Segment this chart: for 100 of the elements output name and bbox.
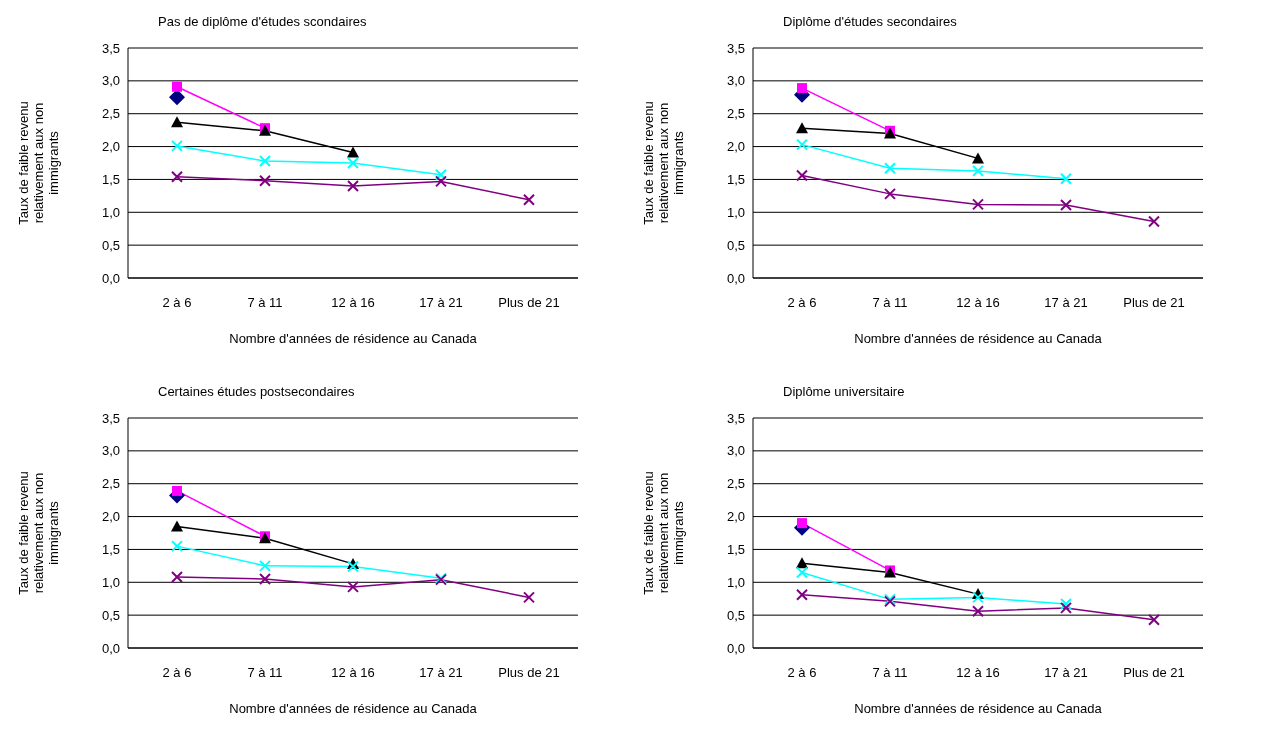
y-tick-label: 0,5	[101, 607, 120, 623]
x-tick-label: 2 à 6	[787, 665, 817, 681]
y-tick-label: 2,0	[101, 509, 120, 525]
point	[169, 89, 185, 106]
y-tick-label: 2,5	[726, 476, 745, 492]
point	[347, 580, 359, 593]
point	[1148, 215, 1160, 228]
point	[259, 573, 271, 585]
chart-title: Certaines études postsecondaires	[158, 384, 355, 399]
x-axis-title: Nombre d'années de résidence au Canada	[229, 331, 478, 346]
y-tick-label: 0,5	[101, 237, 120, 253]
x-tick-label: 17 à 21	[419, 665, 463, 681]
x-tick-label: 7 à 11	[247, 295, 283, 311]
x-axis-title: Nombre d'années de résidence au Canada	[854, 701, 1103, 716]
point	[796, 122, 808, 134]
point	[1060, 601, 1072, 614]
x-tick-label: 7 à 11	[872, 295, 908, 311]
y-tick-label: 1,0	[726, 574, 745, 590]
point	[435, 175, 447, 188]
point	[972, 152, 984, 164]
point	[972, 591, 984, 604]
y-tick-label: 1,0	[101, 204, 120, 220]
x-tick-label: 17 à 21	[1044, 665, 1088, 681]
y-tick-label: 0,0	[101, 640, 120, 656]
y-tick-label: 0,0	[726, 640, 745, 656]
y-tick-label: 3,0	[726, 443, 745, 459]
y-tick-label: 0,5	[726, 607, 745, 623]
y-axis-title: Taux de faible revenu relativement aux non immigrants	[641, 101, 686, 225]
x-tick-label: 17 à 21	[1044, 295, 1088, 311]
point	[796, 138, 808, 151]
x-tick-label: Plus de 21	[498, 665, 560, 681]
point	[797, 83, 807, 94]
point	[259, 174, 271, 187]
point	[1060, 597, 1072, 610]
point	[796, 566, 808, 579]
point	[796, 557, 808, 569]
y-tick-label: 3,0	[726, 73, 745, 89]
y-tick-label: 2,5	[101, 476, 120, 492]
chart-title: Diplôme d'études secondaires	[783, 14, 957, 29]
point	[171, 520, 183, 532]
point	[171, 170, 183, 183]
y-tick-label: 3,5	[101, 40, 120, 56]
y-tick-label: 3,0	[101, 73, 120, 89]
point	[523, 193, 535, 206]
x-tick-label: 7 à 11	[872, 665, 908, 681]
point	[347, 180, 359, 192]
point	[435, 168, 447, 181]
y-tick-label: 2,0	[726, 509, 745, 525]
point	[1148, 613, 1160, 626]
y-axis-title: Taux de faible revenu relativement aux non immigrants	[16, 471, 61, 595]
y-axis-title: Taux de faible revenu relativement aux non immigrants	[16, 101, 61, 225]
point	[972, 605, 984, 618]
point	[172, 485, 182, 496]
point	[884, 162, 896, 175]
y-tick-label: 1,5	[101, 542, 120, 558]
point	[172, 81, 182, 92]
point	[259, 155, 271, 168]
x-axis-title: Nombre d'années de résidence au Canada	[854, 331, 1103, 346]
point	[347, 560, 359, 573]
x-axis-title: Nombre d'années de résidence au Canada	[229, 701, 478, 716]
x-tick-label: Plus de 21	[1123, 295, 1185, 311]
point	[171, 139, 183, 152]
x-tick-label: 2 à 6	[162, 665, 192, 681]
x-tick-label: 2 à 6	[787, 295, 817, 311]
point	[972, 198, 984, 211]
y-tick-label: 1,5	[726, 542, 745, 558]
point	[796, 169, 808, 182]
y-tick-label: 0,0	[726, 270, 745, 286]
point	[171, 571, 183, 584]
x-tick-label: 2 à 6	[162, 295, 192, 311]
y-tick-label: 3,5	[726, 410, 745, 426]
x-tick-label: 12 à 16	[331, 295, 375, 311]
point	[171, 540, 183, 553]
point	[972, 164, 984, 177]
x-tick-label: 12 à 16	[956, 295, 1000, 311]
point	[347, 157, 359, 169]
y-tick-label: 2,5	[101, 106, 120, 122]
y-tick-label: 1,0	[101, 574, 120, 590]
y-tick-label: 3,5	[101, 410, 120, 426]
y-tick-label: 1,5	[726, 172, 745, 188]
y-tick-label: 2,0	[101, 139, 120, 155]
point	[796, 588, 808, 601]
x-tick-label: 12 à 16	[331, 665, 375, 681]
point	[523, 591, 535, 604]
point	[797, 518, 807, 529]
point	[259, 559, 271, 572]
y-axis-title: Taux de faible revenu relativement aux non immigrants	[641, 471, 686, 595]
y-tick-label: 3,5	[726, 40, 745, 56]
x-tick-label: 7 à 11	[247, 665, 283, 681]
x-tick-label: 12 à 16	[956, 665, 1000, 681]
y-tick-label: 2,0	[726, 139, 745, 155]
x-tick-label: Plus de 21	[498, 295, 560, 311]
point	[1060, 199, 1072, 212]
point	[171, 116, 183, 128]
y-tick-label: 0,0	[101, 270, 120, 286]
point	[347, 146, 359, 158]
x-tick-label: 17 à 21	[419, 295, 463, 311]
chart-title: Diplôme universitaire	[783, 384, 905, 399]
y-tick-label: 3,0	[101, 443, 120, 459]
chart-title: Pas de diplôme d'études scondaires	[158, 14, 367, 29]
